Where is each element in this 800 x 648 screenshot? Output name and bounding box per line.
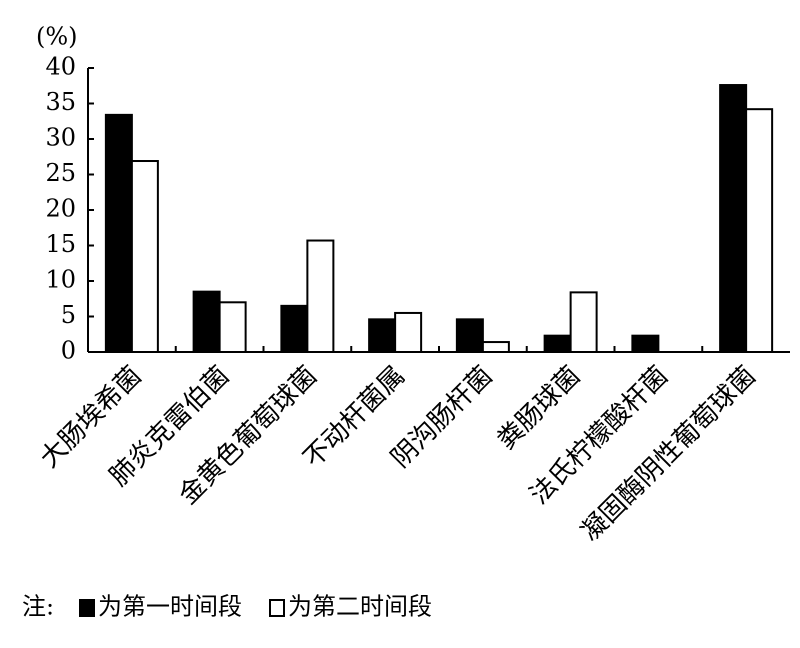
bar — [280, 304, 309, 354]
legend-note: 注: — [22, 593, 54, 621]
bar — [306, 239, 335, 353]
y-tick-label: 25 — [45, 159, 76, 187]
bar — [192, 290, 221, 353]
legend-swatch — [79, 599, 95, 617]
y-tick-label: 10 — [45, 266, 76, 294]
y-tick-label: 35 — [45, 88, 76, 116]
y-tick-label: 5 — [61, 301, 76, 329]
y-axis-label: (%) — [36, 23, 78, 51]
y-tick-label: 20 — [45, 195, 76, 223]
x-tick-label: 凝固酶阴性葡萄球菌 — [575, 361, 762, 548]
bar — [719, 84, 748, 353]
bar — [543, 334, 572, 354]
legend-label: 为第二时间段 — [288, 593, 432, 621]
y-tick-label: 15 — [45, 230, 76, 258]
bar — [394, 311, 423, 354]
y-tick-label: 30 — [45, 124, 76, 152]
bar — [745, 108, 774, 354]
bar — [218, 301, 247, 353]
y-tick-label: 40 — [45, 53, 76, 81]
bar — [130, 160, 159, 353]
bar — [631, 334, 660, 354]
y-tick-label: 0 — [61, 337, 76, 365]
bar — [481, 341, 510, 353]
bar — [455, 318, 484, 353]
legend-label: 为第一时间段 — [98, 593, 242, 621]
bar — [368, 318, 397, 353]
bar — [104, 113, 133, 353]
bar — [569, 291, 598, 353]
legend-swatch — [269, 599, 285, 617]
